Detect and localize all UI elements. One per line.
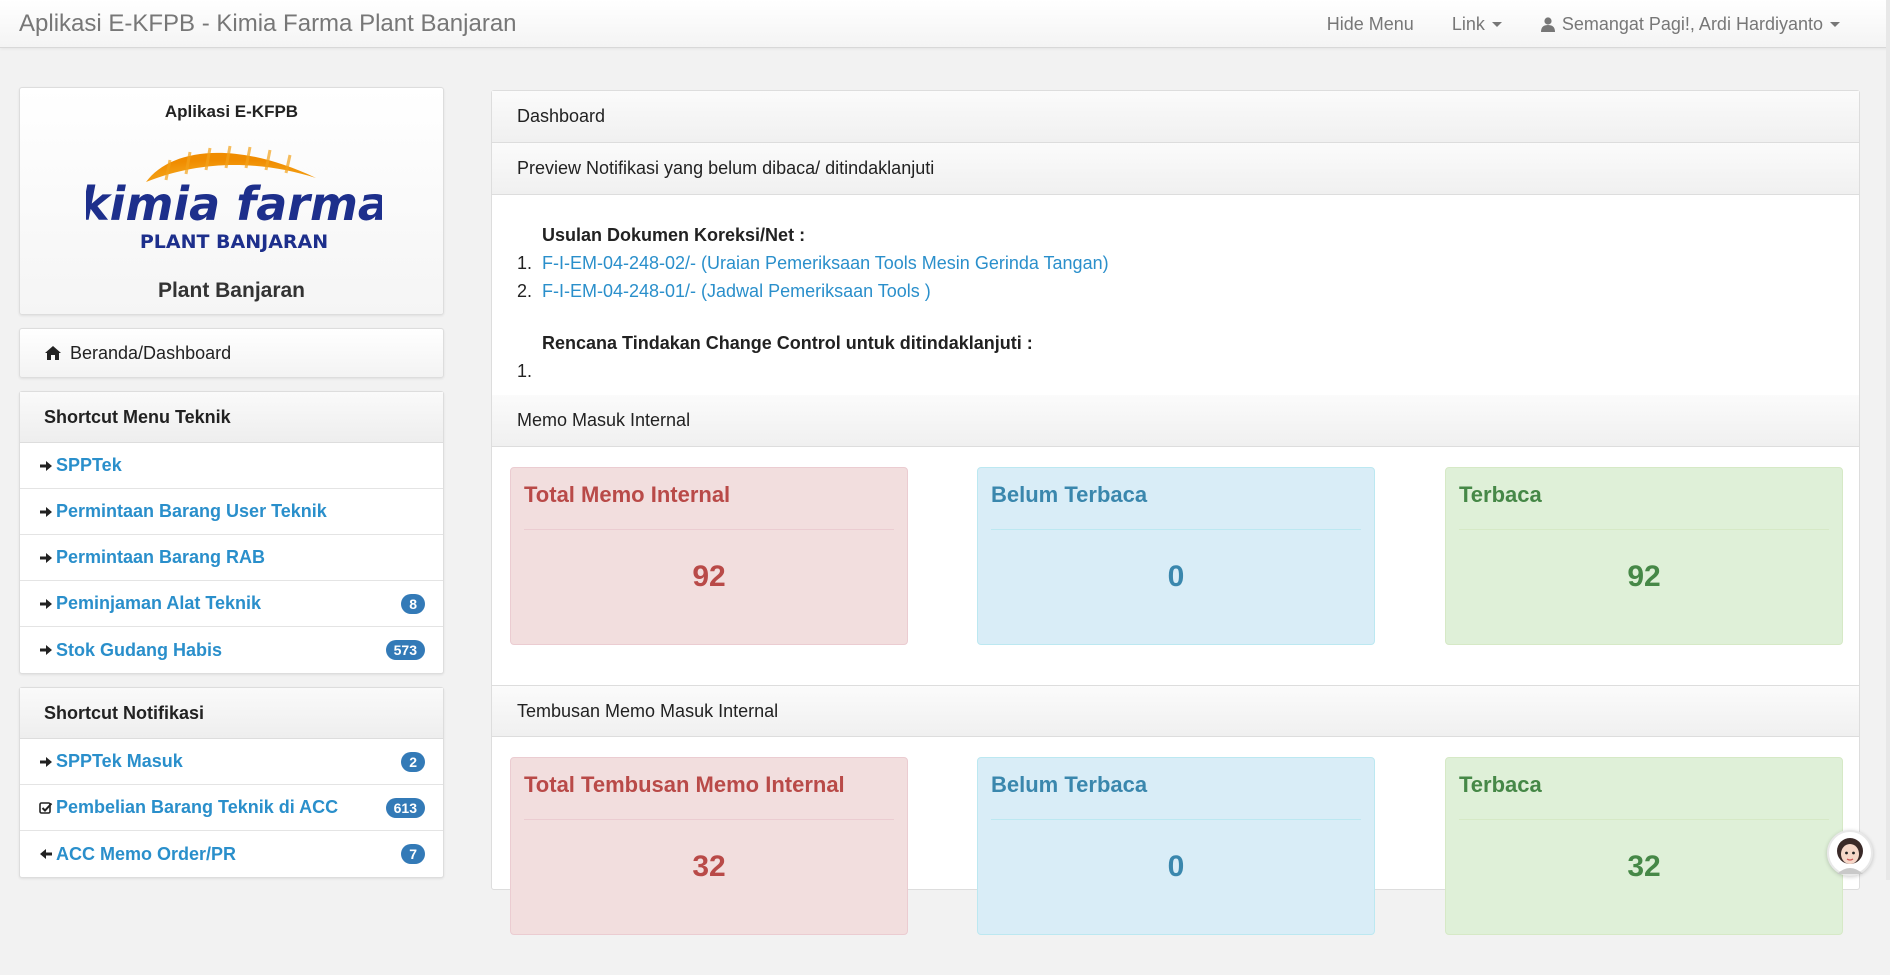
shortcut-notifikasi-heading: Shortcut Notifikasi xyxy=(20,688,443,739)
count-badge: 573 xyxy=(385,640,425,660)
usulan-doc-link[interactable]: F-I-EM-04-248-02/- (Uraian Pemeriksaan T… xyxy=(542,253,1109,273)
sidebar-item-peminjaman-alat-teknik[interactable]: Peminjaman Alat Teknik 8 xyxy=(20,581,443,627)
sidebar-item-label: Permintaan Barang RAB xyxy=(56,547,266,567)
sidebar-item-permintaan-barang-user-teknik[interactable]: Permintaan Barang User Teknik xyxy=(20,489,443,535)
memo-cards: Total Memo Internal 92 Belum Terbaca 0 T… xyxy=(492,447,1859,685)
caret-down-icon xyxy=(1830,21,1840,27)
dashboard-heading: Dashboard xyxy=(492,91,1859,143)
sidebar-item-label: Peminjaman Alat Teknik xyxy=(56,593,262,613)
list-item: 2. F-I-EM-04-248-01/- (Jadwal Pemeriksaa… xyxy=(517,277,1859,305)
belum-terbaca-card[interactable]: Belum Terbaca 0 xyxy=(977,467,1375,645)
usulan-doc-link[interactable]: F-I-EM-04-248-01/- (Jadwal Pemeriksaan T… xyxy=(542,281,931,301)
count-badge: 7 xyxy=(401,844,425,864)
card-title: Total Tembusan Memo Internal xyxy=(524,758,894,820)
window-scrollbar[interactable] xyxy=(1886,0,1890,880)
count-badge: 8 xyxy=(401,593,425,614)
card-value: 32 xyxy=(1627,850,1661,883)
arrow-right-icon xyxy=(40,756,52,767)
home-icon xyxy=(45,346,61,360)
count-badge: 613 xyxy=(385,797,425,818)
tembusan-memo-heading: Tembusan Memo Masuk Internal xyxy=(492,685,1859,737)
total-tembusan-card[interactable]: Total Tembusan Memo Internal 32 xyxy=(510,757,908,935)
card-value: 0 xyxy=(1167,560,1185,593)
card-value: 92 xyxy=(1627,560,1661,593)
sidebar: Aplikasi E-KFPB kimia farma PLANT BANJAR… xyxy=(19,87,444,891)
sidebar-app-title: Aplikasi E-KFPB xyxy=(164,102,299,121)
arrow-left-icon xyxy=(40,849,52,859)
hide-menu-label: Hide Menu xyxy=(1326,13,1414,34)
list-number: 2. xyxy=(517,281,533,301)
caret-down-icon xyxy=(1491,21,1502,27)
sidebar-item-acc-memo-order[interactable]: ACC Memo Order/PR 7 xyxy=(20,831,443,877)
arrow-right-icon xyxy=(40,598,52,609)
user-greeting: Semangat Pagi!, Ardi Hardiyanto xyxy=(1561,13,1823,34)
shortcut-teknik-heading: Shortcut Menu Teknik xyxy=(20,392,443,443)
card-value: 92 xyxy=(692,560,726,593)
count-badge: 2 xyxy=(401,751,425,772)
arrow-right-icon xyxy=(40,645,52,655)
card-title: Belum Terbaca xyxy=(991,468,1361,530)
list-number: 1. xyxy=(517,361,533,381)
user-icon xyxy=(1540,17,1555,32)
navbar-right: Hide Menu Link Semangat Pagi!, Ardi Hard… xyxy=(1289,0,1890,48)
hide-menu-link[interactable]: Hide Menu xyxy=(1327,14,1414,35)
logo-text-main: kimia farma xyxy=(86,177,382,231)
tembusan-belum-terbaca-card[interactable]: Belum Terbaca 0 xyxy=(977,757,1375,935)
list-item: 1. F-I-EM-04-248-02/- (Uraian Pemeriksaa… xyxy=(517,249,1859,277)
card-value: 32 xyxy=(692,850,726,883)
sidebar-item-pembelian-barang-teknik-acc[interactable]: Pembelian Barang Teknik di ACC 613 xyxy=(20,785,443,831)
assistant-avatar-icon xyxy=(1837,838,1863,874)
terbaca-card[interactable]: Terbaca 92 xyxy=(1445,467,1843,645)
sidebar-item-label: SPPTek xyxy=(56,455,122,475)
sidebar-item-spptek[interactable]: SPPTek xyxy=(20,443,443,489)
home-label: Beranda/Dashboard xyxy=(70,342,232,363)
sidebar-item-label: ACC Memo Order/PR xyxy=(56,843,237,864)
card-title: Belum Terbaca xyxy=(991,758,1361,820)
card-title: Terbaca xyxy=(1459,758,1829,820)
rencana-title: Rencana Tindakan Change Control untuk di… xyxy=(542,333,1033,353)
sidebar-item-label: SPPTek Masuk xyxy=(56,751,183,771)
sidebar-item-label: Pembelian Barang Teknik di ACC xyxy=(56,797,339,817)
sidebar-item-stok-gudang-habis[interactable]: Stok Gudang Habis 573 xyxy=(20,627,443,673)
notif-preview-heading: Preview Notifikasi yang belum dibaca/ di… xyxy=(492,143,1859,195)
kimia-farma-logo: kimia farma PLANT BANJARAN xyxy=(86,145,382,253)
tembusan-cards: Total Tembusan Memo Internal 32 Belum Te… xyxy=(492,737,1859,975)
sidebar-item-home[interactable]: Beranda/Dashboard xyxy=(19,328,444,378)
logo-panel: Aplikasi E-KFPB kimia farma PLANT BANJAR… xyxy=(19,87,444,315)
memo-masuk-heading: Memo Masuk Internal xyxy=(492,395,1859,447)
card-title: Terbaca xyxy=(1459,468,1829,530)
total-memo-card[interactable]: Total Memo Internal 92 xyxy=(510,467,908,645)
user-dropdown[interactable]: Semangat Pagi!, Ardi Hardiyanto xyxy=(1540,14,1840,35)
sidebar-item-label: Permintaan Barang User Teknik xyxy=(56,501,327,521)
shortcut-teknik-panel: Shortcut Menu Teknik SPPTek Permintaan B… xyxy=(19,391,444,674)
link-dropdown-label: Link xyxy=(1451,13,1485,34)
link-dropdown[interactable]: Link xyxy=(1452,14,1502,35)
card-title: Total Memo Internal xyxy=(524,468,894,530)
sidebar-item-permintaan-barang-rab[interactable]: Permintaan Barang RAB xyxy=(20,535,443,581)
arrow-right-icon xyxy=(40,460,52,471)
list-number: 1. xyxy=(517,253,533,273)
top-navbar: Aplikasi E-KFPB - Kimia Farma Plant Banj… xyxy=(0,0,1890,48)
card-value: 0 xyxy=(1167,850,1185,883)
brand-title[interactable]: Aplikasi E-KFPB - Kimia Farma Plant Banj… xyxy=(19,10,517,37)
tembusan-terbaca-card[interactable]: Terbaca 32 xyxy=(1445,757,1843,935)
arrow-right-icon xyxy=(40,506,52,517)
chat-avatar[interactable] xyxy=(1827,830,1873,876)
logo-text-sub: PLANT BANJARAN xyxy=(140,231,328,253)
shortcut-notifikasi-panel: Shortcut Notifikasi SPPTek Masuk 2 Pembe… xyxy=(19,687,444,878)
arrow-right-icon xyxy=(40,552,52,563)
main-panel: Dashboard Preview Notifikasi yang belum … xyxy=(491,90,1860,935)
check-square-icon xyxy=(39,801,53,814)
sidebar-item-label: Stok Gudang Habis xyxy=(56,639,223,660)
notif-preview-body: Usulan Dokumen Koreksi/Net : 1. F-I-EM-0… xyxy=(492,195,1859,395)
list-item: 1. xyxy=(517,357,1859,385)
plant-title: Plant Banjaran xyxy=(157,279,306,302)
sidebar-item-spptek-masuk[interactable]: SPPTek Masuk 2 xyxy=(20,739,443,785)
usulan-title: Usulan Dokumen Koreksi/Net : xyxy=(542,225,806,245)
